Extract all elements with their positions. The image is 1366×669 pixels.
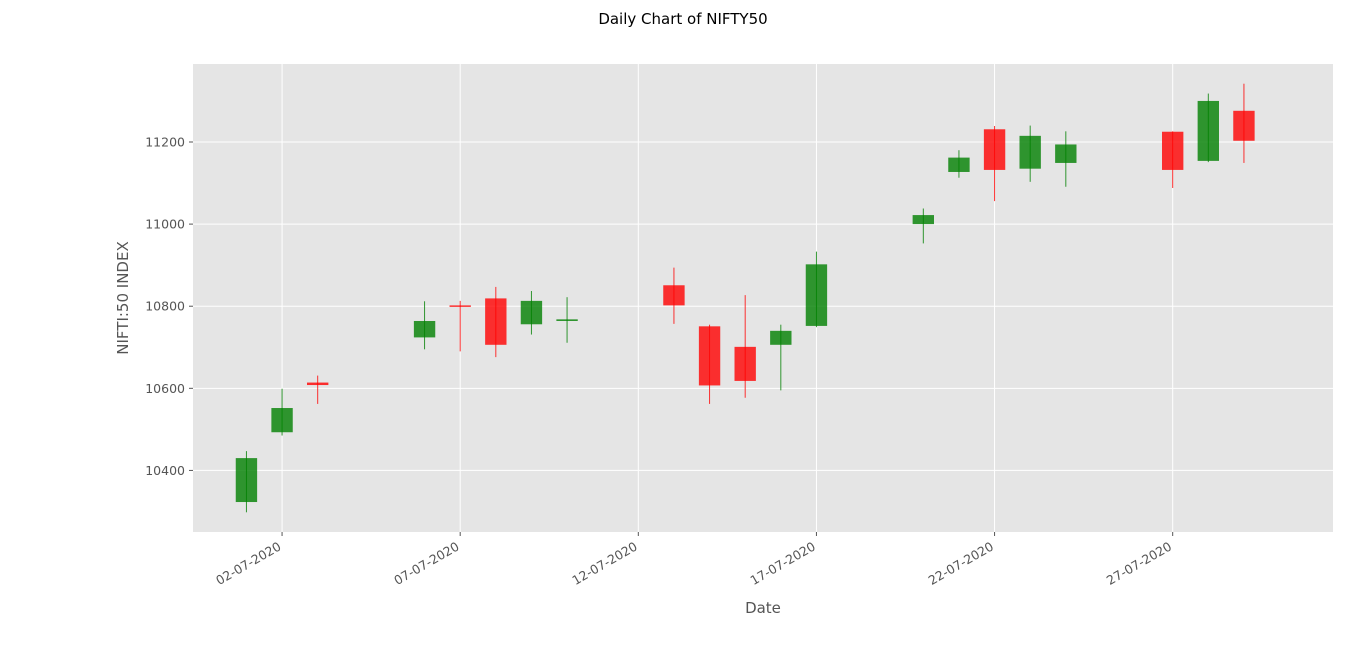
candle [1019, 125, 1041, 182]
candle-body [698, 326, 721, 386]
candle [983, 125, 1006, 202]
candle [556, 297, 578, 343]
candle-body [307, 382, 329, 386]
x-tick-label: 07-07-2020 [391, 539, 461, 588]
x-tick-label: 22-07-2020 [926, 539, 996, 588]
chart-title: Daily Chart of NIFTY50 [598, 10, 767, 28]
candle [770, 324, 792, 391]
y-tick-label: 10800 [145, 299, 185, 314]
candle-body [912, 215, 934, 225]
y-tick-label: 10400 [145, 463, 185, 478]
candle [1162, 131, 1184, 188]
candle [805, 251, 828, 328]
candle [449, 300, 471, 352]
y-tick-label: 11200 [145, 135, 185, 150]
x-axis-label: Date [745, 599, 781, 617]
candle [1197, 93, 1219, 163]
candle [485, 286, 507, 358]
candle-body [235, 458, 258, 503]
candle [912, 208, 934, 244]
candle-body [556, 319, 578, 321]
x-axis-ticks: 02-07-2020 07-07-2020 12-07-2020 17-07-2020… [213, 532, 1174, 588]
candle [1055, 131, 1077, 187]
candle-body [1197, 100, 1219, 161]
candle [698, 324, 721, 404]
candle-body [520, 300, 543, 325]
candle-body [948, 157, 970, 172]
candle-body [983, 129, 1006, 170]
y-tick-label: 10600 [145, 381, 185, 396]
candles [235, 83, 1255, 513]
candle [271, 388, 293, 436]
candle [307, 375, 329, 404]
candle [948, 150, 970, 178]
candle-body [805, 264, 828, 326]
candle-body [1162, 131, 1184, 170]
candle-body [1055, 144, 1077, 163]
candle [734, 295, 756, 398]
candle-body [413, 320, 436, 338]
x-tick-label: 02-07-2020 [213, 539, 283, 588]
y-tick-label: 11000 [145, 217, 185, 232]
candle [235, 451, 258, 513]
x-tick-label: 27-07-2020 [1104, 539, 1174, 588]
candle-body [770, 330, 792, 345]
candle [663, 267, 685, 324]
candle-body [449, 305, 471, 307]
candle-body [1233, 110, 1255, 141]
x-tick-label: 12-07-2020 [569, 539, 639, 588]
candle-body [663, 285, 685, 306]
candle-body [485, 298, 507, 345]
candle [520, 291, 543, 335]
x-tick-label: 17-07-2020 [748, 539, 818, 588]
candle-body [1019, 135, 1041, 169]
y-axis-label: NIFTI:50 INDEX [114, 241, 132, 354]
candle-body [734, 346, 756, 381]
candle [1233, 83, 1255, 163]
grid-lines [193, 64, 1333, 532]
candle-body [271, 408, 293, 433]
y-axis-ticks: 10400 10600 10800 11000 11200 [145, 135, 193, 478]
candle [413, 301, 436, 350]
